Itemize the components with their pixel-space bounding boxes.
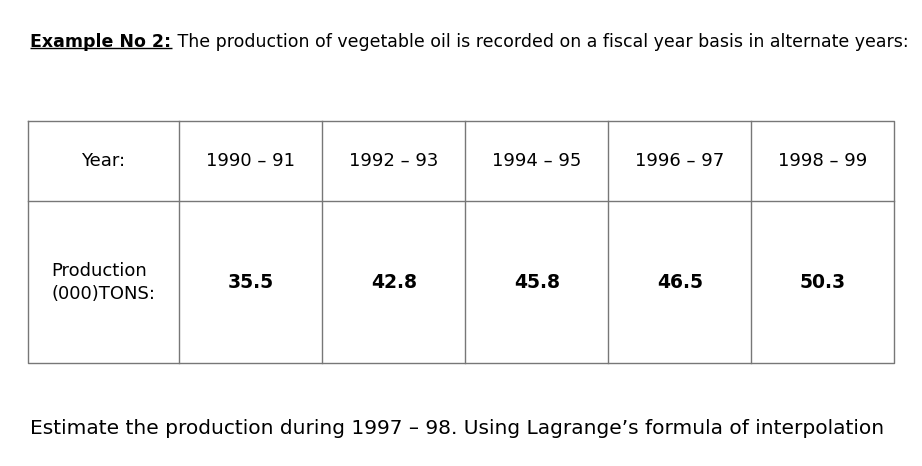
Text: Production
(000)TONS:: Production (000)TONS: bbox=[52, 261, 156, 303]
Text: 50.3: 50.3 bbox=[799, 273, 845, 292]
Text: 46.5: 46.5 bbox=[656, 273, 703, 292]
Text: Example No 2:: Example No 2: bbox=[30, 33, 171, 51]
Text: 42.8: 42.8 bbox=[371, 273, 417, 292]
Text: 1990 – 91: 1990 – 91 bbox=[207, 152, 295, 170]
Text: Year:: Year: bbox=[81, 152, 125, 170]
Text: 1992 – 93: 1992 – 93 bbox=[349, 152, 439, 170]
Text: The production of vegetable oil is recorded on a fiscal year basis in alternate : The production of vegetable oil is recor… bbox=[171, 33, 908, 51]
Text: 35.5: 35.5 bbox=[228, 273, 274, 292]
Text: 45.8: 45.8 bbox=[514, 273, 560, 292]
Text: 1994 – 95: 1994 – 95 bbox=[492, 152, 582, 170]
Text: 1998 – 99: 1998 – 99 bbox=[778, 152, 868, 170]
Text: Estimate the production during 1997 – 98. Using Lagrange’s formula of interpolat: Estimate the production during 1997 – 98… bbox=[30, 419, 884, 439]
Text: 1996 – 97: 1996 – 97 bbox=[635, 152, 725, 170]
